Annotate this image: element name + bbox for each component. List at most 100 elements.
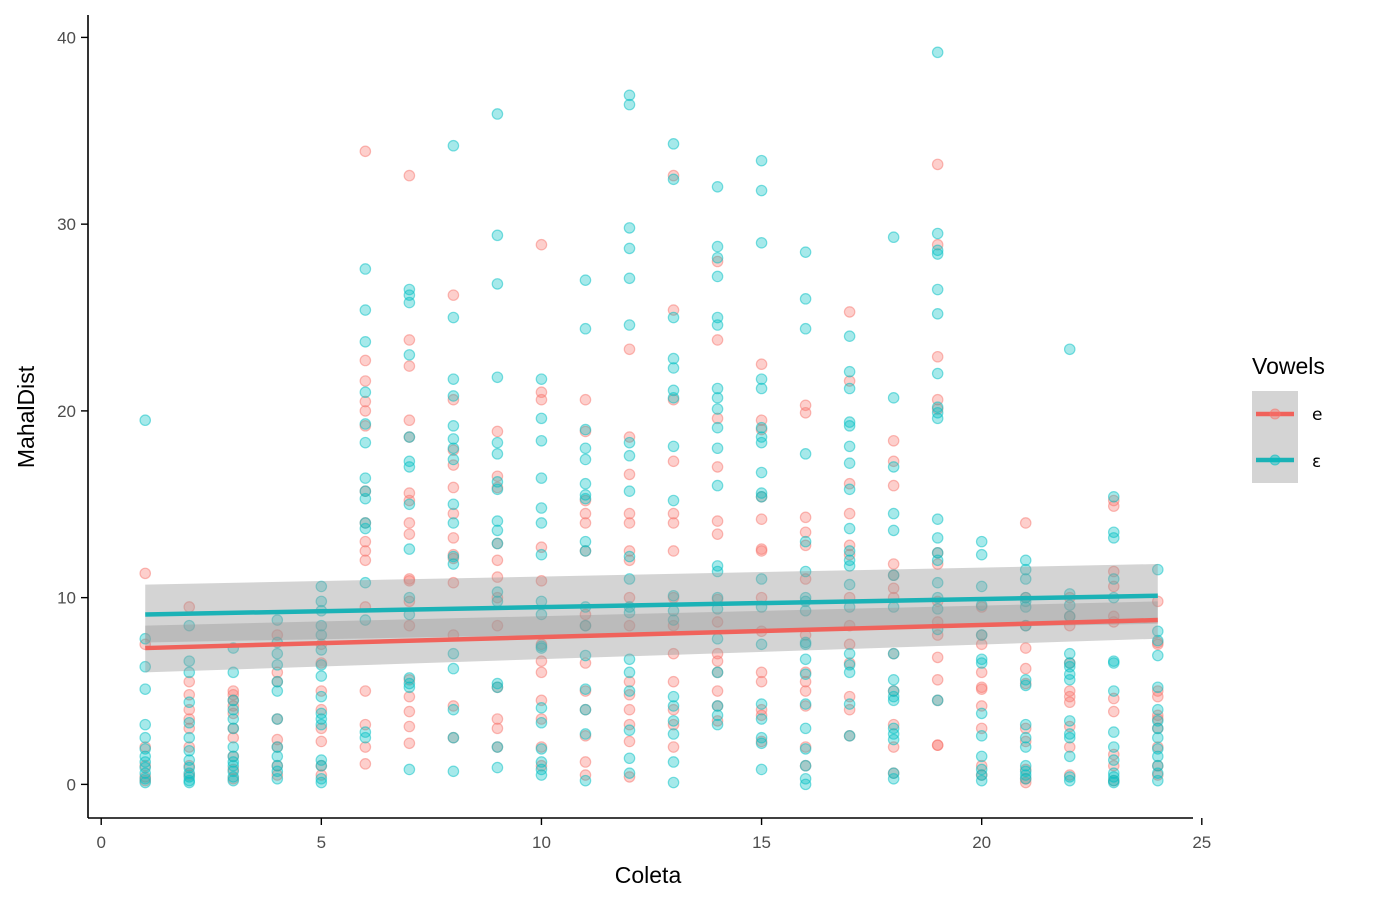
point-eps: [755, 737, 768, 750]
point-e: [535, 575, 548, 587]
point-eps: [931, 307, 944, 320]
point-e: [623, 554, 636, 567]
point-eps: [227, 756, 240, 768]
point-eps: [711, 240, 724, 253]
point-eps: [579, 442, 592, 455]
point-eps: [1151, 731, 1164, 744]
point-eps: [843, 545, 856, 557]
point-eps: [359, 492, 372, 505]
point-eps: [1063, 647, 1076, 660]
point-eps: [315, 670, 328, 682]
y-tick-label: 10: [57, 589, 76, 608]
point-e: [227, 731, 240, 744]
point-e: [403, 414, 416, 427]
point-eps: [623, 550, 636, 563]
point-eps: [535, 472, 548, 484]
point-e: [1019, 722, 1032, 735]
points-series-eps: [139, 46, 1164, 791]
point-eps: [183, 619, 196, 632]
point-eps: [1019, 718, 1032, 731]
point-e: [183, 741, 196, 753]
point-eps: [1063, 728, 1076, 740]
point-e: [139, 567, 152, 580]
point-eps: [667, 690, 680, 703]
point-eps: [931, 554, 944, 567]
point-e: [447, 481, 460, 494]
point-eps: [535, 716, 548, 729]
point-eps: [579, 774, 592, 787]
point-eps: [1019, 679, 1032, 692]
point-eps: [491, 371, 504, 384]
point-eps: [931, 244, 944, 257]
point-eps: [1107, 726, 1120, 738]
point-eps: [667, 614, 680, 626]
point-e: [843, 638, 856, 651]
point-e: [403, 705, 416, 718]
point-e: [403, 360, 416, 372]
point-eps: [667, 173, 680, 186]
point-eps: [359, 304, 372, 316]
point-e: [755, 675, 768, 688]
point-eps: [1151, 649, 1164, 662]
point-e: [359, 395, 372, 408]
point-e: [623, 688, 636, 701]
point-e: [975, 638, 988, 651]
point-eps: [535, 412, 548, 425]
point-e: [359, 758, 372, 770]
y-tick-label: 30: [57, 215, 76, 234]
y-axis-title: MahalDist: [13, 365, 39, 468]
point-e: [1151, 638, 1164, 651]
point-eps: [1151, 722, 1164, 735]
point-e: [931, 350, 944, 363]
point-eps: [403, 498, 416, 511]
point-eps: [755, 421, 768, 434]
point-e: [711, 685, 724, 697]
point-eps: [887, 231, 900, 244]
point-e: [447, 532, 460, 544]
point-eps: [887, 392, 900, 404]
point-eps: [403, 543, 416, 555]
point-eps: [271, 647, 284, 660]
point-eps: [359, 386, 372, 399]
point-e: [799, 406, 812, 419]
point-e: [667, 517, 680, 529]
x-tick-label: 20: [972, 833, 991, 852]
legend: Vowels e ɛ: [1252, 353, 1325, 483]
point-eps: [755, 638, 768, 651]
point-eps: [667, 362, 680, 374]
point-eps: [887, 569, 900, 582]
point-e: [535, 666, 548, 679]
point-eps: [139, 660, 152, 673]
point-e: [535, 759, 548, 772]
point-eps: [315, 659, 328, 671]
point-eps: [843, 647, 856, 660]
point-eps: [359, 522, 372, 535]
point-e: [711, 334, 724, 346]
legend-key-eps-point: [1269, 454, 1281, 466]
point-eps: [975, 750, 988, 763]
point-eps: [579, 423, 592, 436]
point-eps: [139, 731, 152, 744]
point-eps: [887, 733, 900, 746]
point-eps: [843, 483, 856, 496]
point-eps: [447, 311, 460, 324]
point-e: [491, 571, 504, 583]
point-e: [623, 771, 636, 783]
point-e: [1151, 690, 1164, 703]
point-eps: [1063, 771, 1076, 783]
point-eps: [579, 492, 592, 505]
point-e: [931, 739, 944, 751]
point-e: [359, 375, 372, 387]
point-eps: [711, 709, 724, 722]
point-eps: [271, 713, 284, 725]
point-eps: [623, 685, 636, 697]
point-eps: [315, 718, 328, 731]
point-e: [491, 619, 504, 632]
point-e: [711, 461, 724, 473]
point-eps: [579, 649, 592, 662]
point-eps: [843, 416, 856, 428]
point-e: [887, 718, 900, 731]
point-eps: [975, 548, 988, 561]
point-eps: [799, 743, 812, 755]
